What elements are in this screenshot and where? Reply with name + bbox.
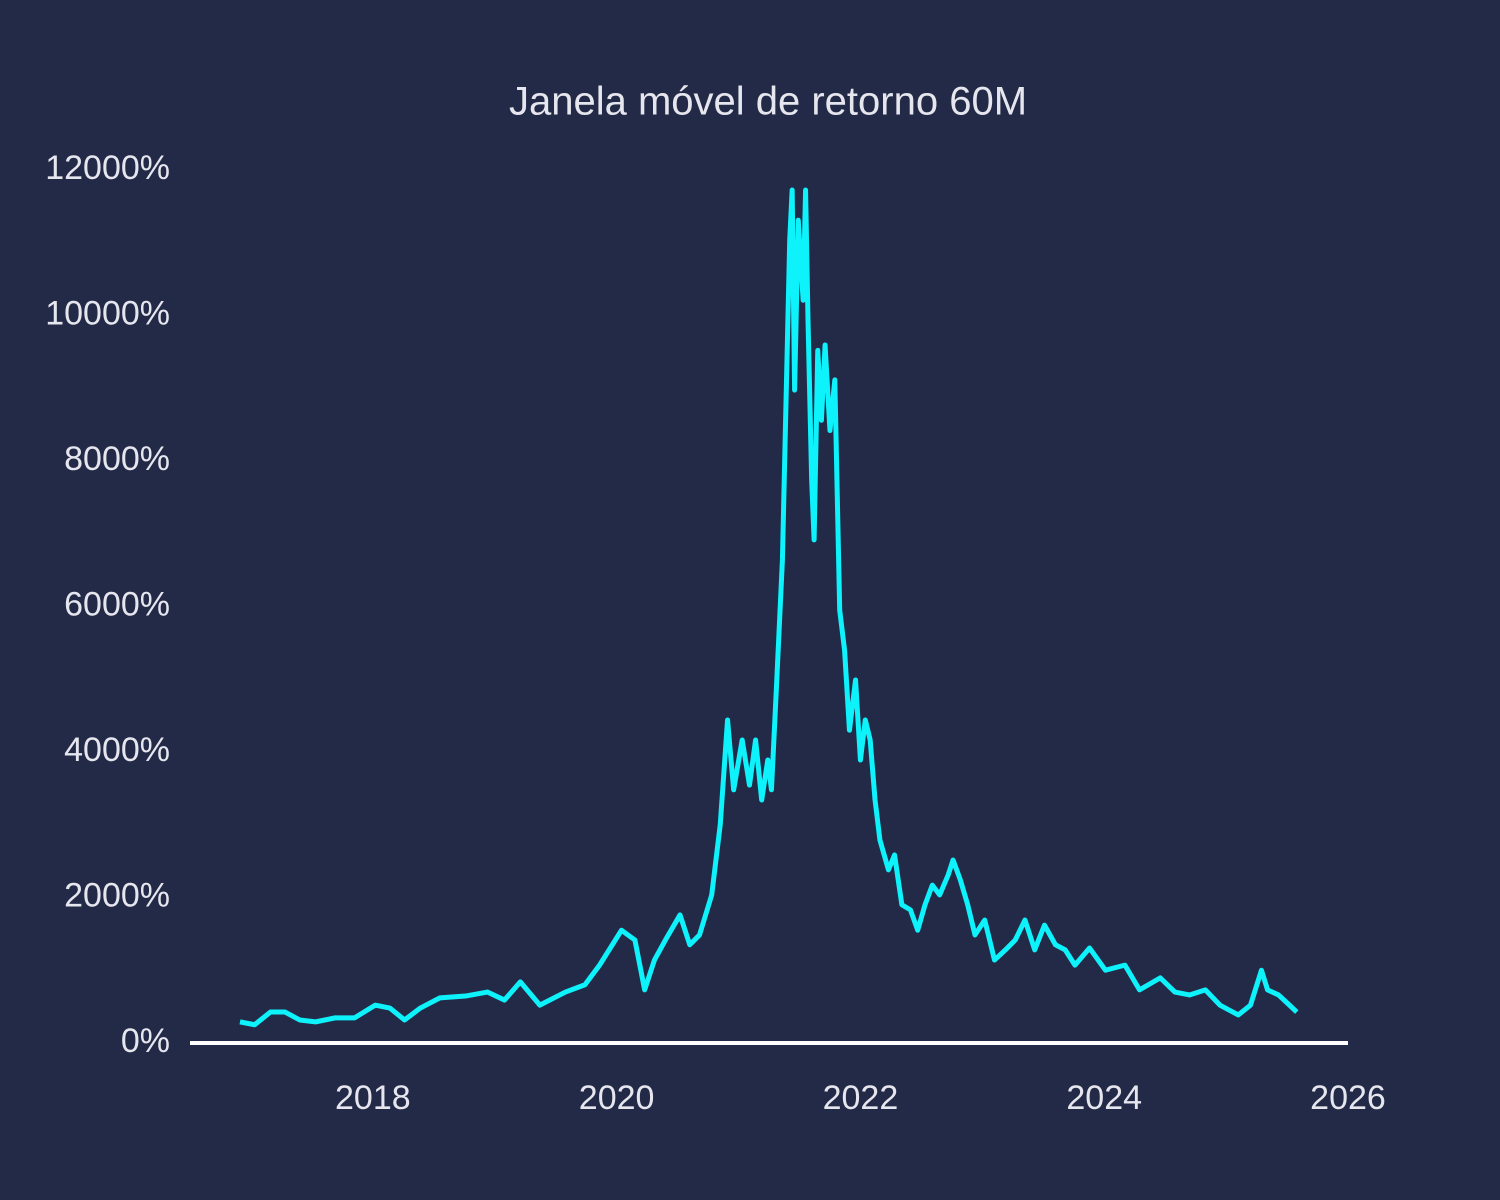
x-tick-label: 2020 (579, 1079, 655, 1117)
x-tick-label: 2024 (1066, 1079, 1142, 1117)
y-tick-label: 8000% (64, 440, 170, 478)
y-tick-label: 4000% (64, 731, 170, 769)
chart-title: Janela móvel de retorno 60M (509, 80, 1027, 124)
data-line (239, 187, 1299, 1028)
x-tick-label: 2018 (335, 1079, 411, 1117)
y-tick-label: 10000% (45, 294, 170, 332)
y-tick-label: 2000% (64, 876, 170, 914)
x-tick-label: 2026 (1310, 1079, 1386, 1117)
x-tick-label: 2022 (823, 1079, 899, 1117)
y-tick-label: 12000% (45, 149, 170, 187)
y-tick-label: 6000% (64, 585, 170, 623)
y-tick-label: 0% (121, 1022, 170, 1060)
